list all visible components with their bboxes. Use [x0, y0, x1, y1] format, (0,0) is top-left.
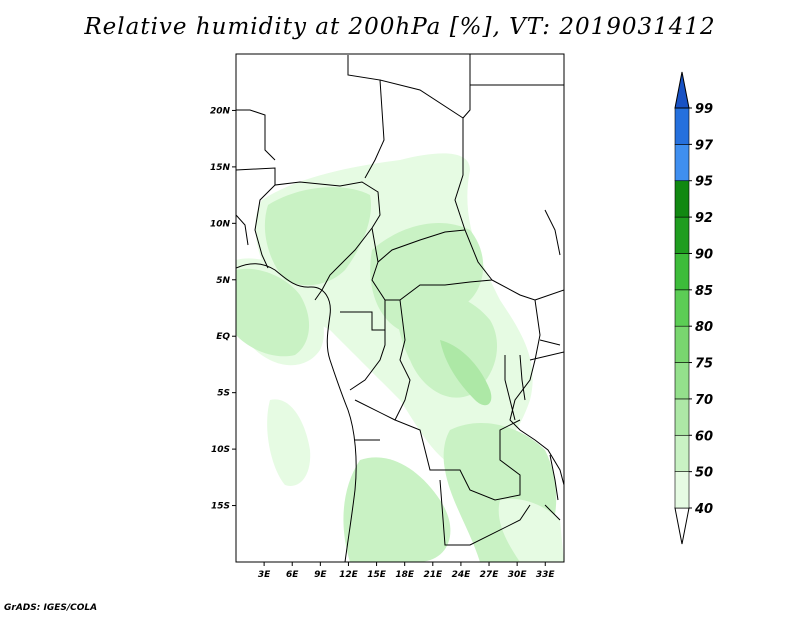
lon-tick-label: 21E — [423, 570, 443, 580]
lon-tick-label: 9E — [314, 570, 327, 580]
lat-tick-label: 20N — [210, 106, 231, 116]
border-drc — [394, 299, 521, 501]
colorbar-label: 99 — [695, 102, 713, 117]
colorbar-segment — [674, 289, 690, 327]
colorbar-segment — [674, 107, 690, 145]
colorbar-segment — [674, 398, 690, 436]
lake-tanganyika — [504, 354, 526, 421]
border-car — [371, 227, 493, 301]
border-libya-egypt — [454, 54, 493, 281]
chart-title: Relative humidity at 200hPa [%], VT: 201… — [84, 14, 716, 40]
lat-tick-label: 5N — [216, 276, 230, 286]
border-north-east — [379, 79, 564, 119]
border-angola — [354, 399, 531, 546]
colorbar-label: 90 — [695, 247, 713, 262]
colorbar-segment — [674, 216, 690, 254]
lon-tick-label: 33E — [536, 570, 556, 580]
colorbar-label: 92 — [695, 211, 713, 226]
lake-malawi — [544, 454, 561, 521]
colorbar-upper-triangle — [674, 71, 690, 109]
colorbar-label: 85 — [695, 284, 713, 299]
colorbar-label: 75 — [695, 357, 713, 372]
colorbar-label: 80 — [695, 320, 713, 335]
lon-tick-label: 30E — [508, 570, 528, 580]
lon-tick-label: 3E — [258, 570, 271, 580]
colorbar-segment — [674, 434, 690, 472]
lat-tick-label: 10N — [210, 219, 231, 229]
longitude-axis: 3E 6E 9E 12E 15E 18E 21E 24E 27E 30E 33E — [258, 562, 556, 580]
humidity-region-band — [440, 340, 492, 406]
colorbar-segment — [674, 325, 690, 363]
lon-tick-label: 24E — [452, 570, 472, 580]
map-frame — [235, 53, 565, 563]
border-congo — [340, 300, 386, 391]
border-sahel — [236, 167, 381, 229]
colorbar-segment — [674, 180, 690, 218]
coastline-west — [236, 263, 357, 562]
lon-tick-label: 15E — [367, 570, 387, 580]
lon-tick-label: 12E — [339, 570, 359, 580]
border-north-west — [236, 109, 276, 269]
colorbar-segment — [674, 362, 690, 400]
colorbar-label: 97 — [695, 138, 714, 153]
country-borders — [236, 54, 564, 562]
humidity-region-southeast-pale — [498, 498, 564, 562]
lat-tick-label: 15N — [210, 163, 231, 173]
grads-credit: GrADS: IGES/COLA — [4, 603, 98, 613]
colorbar-segment — [674, 471, 690, 509]
lat-tick-label: 15S — [211, 502, 230, 512]
humidity-fill — [236, 153, 564, 562]
colorbar-segment — [674, 253, 690, 291]
border-cameroon — [314, 227, 373, 301]
lon-tick-label: 6E — [286, 570, 299, 580]
colorbar-segment — [674, 144, 690, 182]
border-east-2 — [529, 209, 564, 361]
lon-tick-label: 18E — [395, 570, 415, 580]
colorbar-label: 50 — [695, 466, 713, 481]
colorbar-label: 60 — [695, 429, 713, 444]
humidity-region-coast-light — [236, 268, 310, 357]
colorbar-label: 70 — [695, 393, 713, 408]
lat-tick-label: 5S — [217, 389, 230, 399]
lon-tick-label: 27E — [480, 570, 500, 580]
lat-tick-label: EQ — [216, 332, 230, 342]
colorbar-label: 40 — [694, 502, 713, 517]
humidity-region-southwest-pale — [267, 399, 311, 486]
humidity-region-south-light — [343, 457, 451, 562]
latitude-axis: 20N 15N 10N 5N EQ 5S 10S 15S — [210, 106, 236, 512]
colorbar: 40 50 60 70 75 80 85 90 92 95 97 99 — [674, 71, 714, 545]
border-chad-north — [347, 55, 385, 179]
colorbar-lower-triangle — [674, 507, 690, 545]
colorbar-label: 95 — [695, 175, 713, 190]
lat-tick-label: 10S — [211, 445, 230, 455]
